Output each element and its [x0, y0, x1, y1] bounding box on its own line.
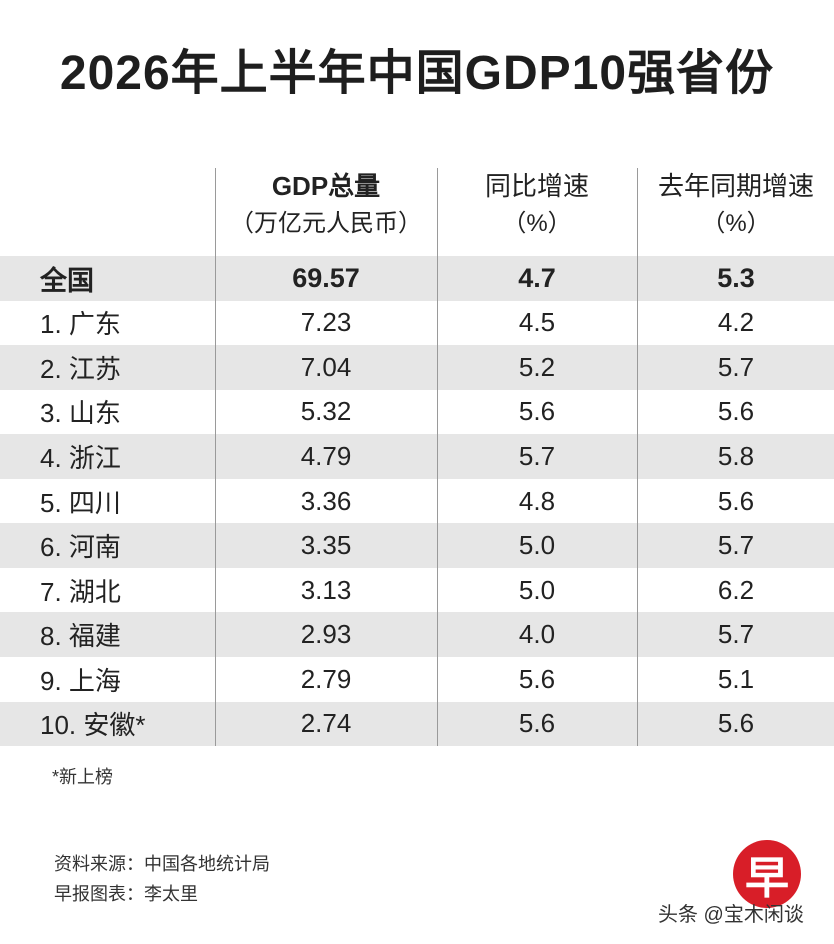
province-name: 7. 湖北 [40, 576, 121, 607]
table-row: 5. 四川 3.36 4.8 5.6 [0, 479, 834, 524]
header-last-unit: （%） [701, 210, 771, 237]
yoy-growth-value: 5.0 [518, 574, 556, 605]
gdp-value: 4.79 [300, 440, 352, 471]
gdp-value: 7.23 [300, 307, 352, 338]
province-name: 6. 河南 [40, 532, 121, 563]
gdp-value: 2.74 [300, 708, 352, 739]
last-year-growth-value: 6.2 [717, 574, 755, 605]
last-year-growth-value: 4.2 [717, 307, 755, 338]
header-gdp-label: GDP总量 [271, 171, 381, 201]
table-row: 9. 上海 2.79 5.6 5.1 [0, 657, 834, 702]
logo-glyph: 早 [745, 854, 789, 903]
source-text: 资料来源：中国各地统计局 [54, 854, 270, 874]
gdp-value: 3.36 [300, 485, 352, 516]
gdp-value: 2.93 [300, 619, 352, 650]
province-name: 10. 安徽* [40, 710, 146, 741]
gdp-value: 69.57 [292, 262, 360, 293]
chart-title: 2026年上半年中国GDP10强省份 [59, 47, 775, 100]
yoy-growth-value: 5.6 [518, 396, 556, 427]
province-name: 4. 浙江 [40, 442, 121, 473]
province-name: 2. 江苏 [40, 353, 121, 384]
last-year-growth-value: 5.1 [717, 663, 755, 694]
yoy-growth-value: 4.5 [518, 307, 556, 338]
yoy-growth-value: 4.8 [518, 485, 556, 516]
header-gdp-unit: （万亿元人民币） [230, 210, 422, 237]
yoy-growth-value: 5.6 [518, 663, 556, 694]
last-year-growth-value: 5.7 [717, 351, 755, 382]
header-last: 去年同期增速 （%） [638, 168, 834, 244]
last-year-growth-value: 5.8 [717, 440, 755, 471]
table-row: 4. 浙江 4.79 5.7 5.8 [0, 434, 834, 479]
yoy-growth-value: 4.0 [518, 619, 556, 650]
chart-credit: 早报图表：李太里 [54, 884, 198, 904]
table-row: 1. 广东 7.23 4.5 4.2 [0, 301, 834, 346]
table-row: 10. 安徽* 2.74 5.6 5.6 [0, 701, 834, 746]
table-row: 2. 江苏 7.04 5.2 5.7 [0, 345, 834, 390]
column-divider [637, 168, 638, 746]
province-name: 全国 [40, 265, 94, 296]
table-row-total: 全国 69.57 4.7 5.3 [0, 256, 834, 301]
last-year-growth-value: 5.3 [717, 262, 755, 293]
gdp-value: 3.35 [300, 530, 352, 561]
watermark-text: 头条 @宝木闲谈 [658, 904, 804, 926]
header-yoy-label: 同比增速 [484, 171, 589, 201]
gdp-value: 2.79 [300, 663, 352, 694]
column-divider [437, 168, 438, 746]
header-last-label: 去年同期增速 [657, 171, 814, 201]
header-yoy: 同比增速 （%） [438, 168, 636, 244]
column-divider [215, 168, 216, 746]
zaobao-logo: 早 [733, 840, 801, 908]
last-year-growth-value: 5.7 [717, 619, 755, 650]
gdp-value: 3.13 [300, 574, 352, 605]
province-name: 9. 上海 [40, 665, 121, 696]
last-year-growth-value: 5.6 [717, 485, 755, 516]
yoy-growth-value: 5.6 [518, 708, 556, 739]
table-row: 3. 山东 5.32 5.6 5.6 [0, 390, 834, 435]
table-row: 7. 湖北 3.13 5.0 6.2 [0, 568, 834, 613]
province-name: 5. 四川 [40, 487, 121, 518]
header-gdp: GDP总量 （万亿元人民币） [216, 168, 436, 244]
table-row: 8. 福建 2.93 4.0 5.7 [0, 612, 834, 657]
last-year-growth-value: 5.6 [717, 708, 755, 739]
yoy-growth-value: 5.7 [518, 440, 556, 471]
last-year-growth-value: 5.6 [717, 396, 755, 427]
yoy-growth-value: 5.2 [518, 351, 556, 382]
gdp-value: 7.04 [300, 351, 352, 382]
yoy-growth-value: 4.7 [518, 262, 556, 293]
province-name: 3. 山东 [40, 398, 121, 429]
header-yoy-unit: （%） [502, 210, 572, 237]
table-note: *新上榜 [52, 767, 114, 787]
last-year-growth-value: 5.7 [717, 530, 755, 561]
province-name: 1. 广东 [40, 309, 121, 340]
province-name: 8. 福建 [40, 621, 121, 652]
yoy-growth-value: 5.0 [518, 530, 556, 561]
gdp-value: 5.32 [300, 396, 352, 427]
table-row: 6. 河南 3.35 5.0 5.7 [0, 523, 834, 568]
